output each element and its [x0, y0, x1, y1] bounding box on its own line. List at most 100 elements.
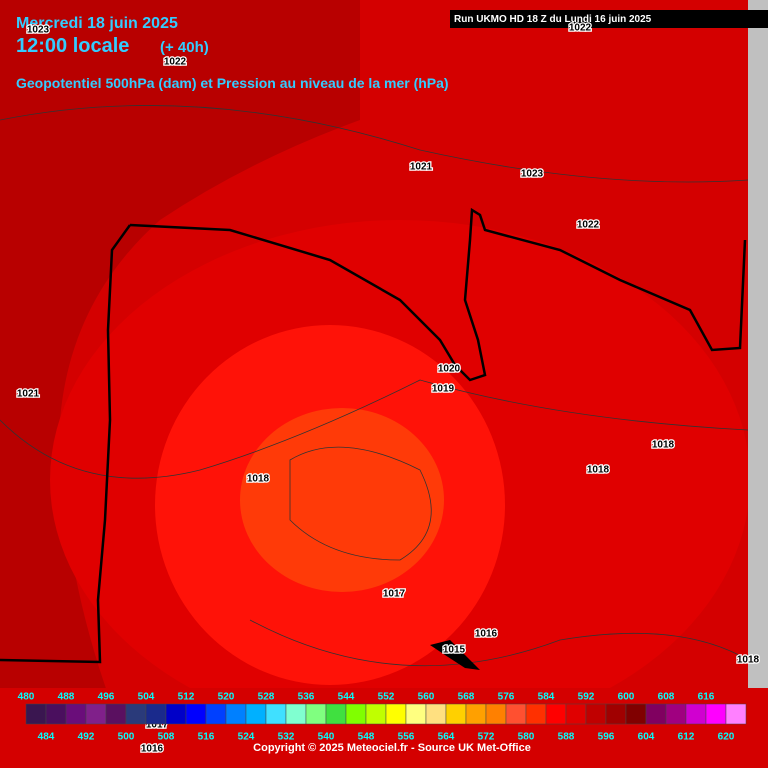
isobar-label: 1018 — [652, 440, 675, 451]
colorbar-cell — [525, 703, 547, 725]
zone-580 — [240, 408, 444, 592]
colorbar-cell — [185, 703, 207, 725]
colorbar-cell — [425, 703, 447, 725]
copyright: Copyright © 2025 Meteociel.fr - Source U… — [253, 742, 531, 754]
colorbar-cell — [105, 703, 127, 725]
colorbar-cell — [25, 703, 47, 725]
legend-panel — [0, 688, 768, 768]
borders — [0, 207, 747, 664]
colorbar-cell — [605, 703, 627, 725]
colorbar: 480 484 488 492 496 500 504 508 512 516 520 524 528 5… — [18, 692, 747, 743]
colorbar-label: 576 — [498, 692, 515, 703]
colorbar-cell — [685, 703, 707, 725]
colorbar-cell — [545, 703, 567, 725]
colorbar-label: 600 — [618, 692, 635, 703]
colorbar-cell — [705, 703, 727, 725]
isobar-label: 1015 — [443, 645, 466, 656]
isobar-label: 1022 — [569, 23, 592, 34]
colorbar-cell — [365, 703, 387, 725]
colorbar-cell — [65, 703, 87, 725]
colorbar-cell — [165, 703, 187, 725]
isobar-label: 1016 — [475, 629, 498, 640]
colorbar-label: 548 — [358, 732, 375, 743]
isobar-label: 1022 — [577, 220, 600, 231]
colorbar-cell — [505, 703, 527, 725]
run-info: Run UKMO HD 18 Z du Lundi 16 juin 2025 — [454, 14, 652, 25]
colorbar-label: 556 — [398, 732, 415, 743]
low-geopotential-zone — [0, 0, 360, 700]
colorbar-label: 484 — [38, 732, 55, 743]
colorbar-cell — [345, 703, 367, 725]
colorbar-label: 604 — [638, 732, 655, 743]
date: Mercredi 18 juin 2025 — [16, 15, 178, 32]
local-time: 12:00 locale — [16, 35, 129, 57]
isobar-label: 1023 — [521, 169, 544, 180]
colorbar-label: 596 — [598, 732, 615, 743]
isobars — [0, 105, 749, 667]
isobar-label: 1021 — [17, 389, 40, 400]
colorbar-label: 612 — [678, 732, 695, 743]
colorbar-label: 504 — [138, 692, 155, 703]
colorbar-cell — [565, 703, 587, 725]
colorbar-label: 620 — [718, 732, 735, 743]
isobar-label: 1022 — [164, 57, 187, 68]
colorbar-cell — [245, 703, 267, 725]
isobar-label: 1020 — [438, 364, 461, 375]
colorbar-label: 516 — [198, 732, 215, 743]
isobar-label: 1018 — [587, 465, 610, 476]
colorbar-cell — [285, 703, 307, 725]
isobar-label-group: 1023 1022 1022 1021 1023 1022 1021 1020 1019 1018… — [16, 21, 761, 756]
colorbar-label: 492 — [78, 732, 95, 743]
colorbar-cell — [125, 703, 147, 725]
colorbar-label: 480 — [18, 692, 35, 703]
islands — [430, 640, 480, 670]
colorbar-label: 508 — [158, 732, 175, 743]
colorbar-label: 500 — [118, 732, 135, 743]
colorbar-label: 588 — [558, 732, 575, 743]
colorbar-label: 572 — [478, 732, 495, 743]
isobar-label: 1019 — [432, 384, 455, 395]
colorbar-label: 540 — [318, 732, 335, 743]
colorbar-label: 568 — [458, 692, 475, 703]
colorbar-cell — [225, 703, 247, 725]
run-box — [450, 10, 768, 28]
isobar-label: 1016 — [141, 744, 164, 755]
map-edge — [748, 0, 768, 700]
isobar-label: 1023 — [27, 25, 50, 36]
colorbar-cell — [205, 703, 227, 725]
colorbar-cell — [485, 703, 507, 725]
colorbar-label: 536 — [298, 692, 315, 703]
subtitle: Geopotentiel 500hPa (dam) et Pression au… — [16, 75, 449, 91]
colorbar-label: 544 — [338, 692, 355, 703]
colorbar-cell — [445, 703, 467, 725]
colorbar-label: 532 — [278, 732, 295, 743]
colorbar-label: 592 — [578, 692, 595, 703]
colorbar-label: 528 — [258, 692, 275, 703]
colorbar-cell — [665, 703, 687, 725]
isobar-label: 1021 — [410, 162, 433, 173]
colorbar-label: 552 — [378, 692, 395, 703]
colorbar-cell — [45, 703, 67, 725]
colorbar-label: 616 — [698, 692, 715, 703]
colorbar-label: 560 — [418, 692, 435, 703]
isobar-label: 1018 — [247, 474, 270, 485]
colorbar-cell — [625, 703, 647, 725]
colorbar-label: 580 — [518, 732, 535, 743]
colorbar-cell — [385, 703, 407, 725]
colorbar-label: 608 — [658, 692, 675, 703]
colorbar-cell — [405, 703, 427, 725]
colorbar-cell — [465, 703, 487, 725]
colorbar-cell — [145, 703, 167, 725]
colorbar-label: 496 — [98, 692, 115, 703]
colorbar-cell — [305, 703, 327, 725]
colorbar-cell — [265, 703, 287, 725]
colorbar-cell — [325, 703, 347, 725]
lead-time: (+ 40h) — [160, 39, 209, 56]
isobar-label: 1018 — [737, 655, 760, 666]
colorbar-label: 488 — [58, 692, 75, 703]
colorbar-label: 524 — [238, 732, 255, 743]
colorbar-label: 584 — [538, 692, 555, 703]
colorbar-label: 520 — [218, 692, 235, 703]
colorbar-label: 512 — [178, 692, 195, 703]
